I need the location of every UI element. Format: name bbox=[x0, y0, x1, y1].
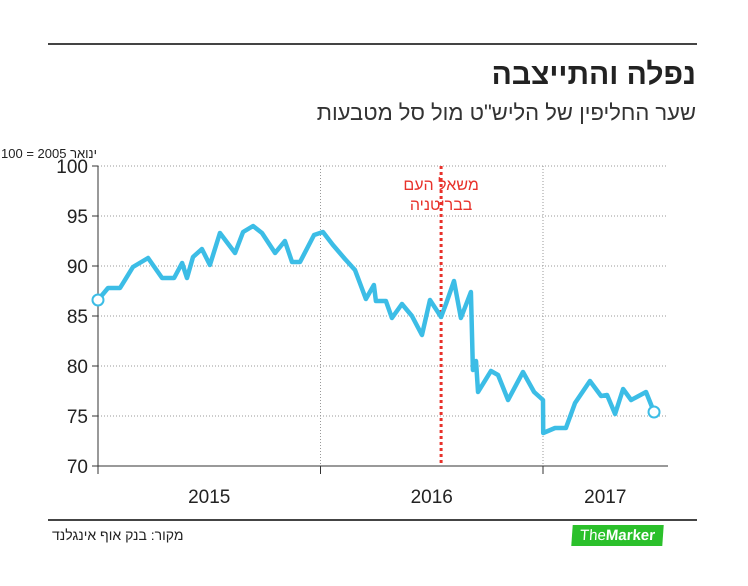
y-tick-label: 85 bbox=[67, 307, 88, 328]
source-note: מקור: בנק אוף אינגלנד bbox=[52, 527, 184, 543]
y-tick-label: 80 bbox=[67, 357, 88, 378]
y-tick-label: 100 bbox=[56, 157, 88, 178]
y-axis-label: ינואר 2005 = 100 bbox=[1, 146, 97, 161]
endpoint-marker bbox=[91, 293, 105, 307]
x-tick-label: 2016 bbox=[411, 487, 453, 508]
logo-the: The bbox=[579, 527, 607, 544]
bottom-rule bbox=[48, 519, 697, 521]
brexit-label-line2: בבריטניה bbox=[410, 197, 473, 214]
brexit-label-line1: משאל העם bbox=[403, 176, 478, 194]
logo-marker: Marker bbox=[605, 527, 656, 544]
chart-title: נפלה והתייצבה bbox=[491, 58, 696, 91]
x-tick-label: 2017 bbox=[584, 487, 626, 508]
themarker-logo: TheMarker bbox=[571, 525, 664, 546]
x-tick-label: 2015 bbox=[188, 487, 230, 508]
y-tick-label: 90 bbox=[67, 257, 88, 278]
chart-subtitle: שער החליפין של הליש"ט מול סל מטבעות bbox=[316, 100, 696, 125]
y-tick-label: 75 bbox=[67, 407, 88, 428]
top-rule bbox=[48, 43, 697, 45]
series-line bbox=[96, 223, 657, 436]
endpoint-marker bbox=[647, 405, 661, 419]
y-tick-label: 70 bbox=[67, 457, 88, 478]
y-tick-label: 95 bbox=[67, 207, 88, 228]
